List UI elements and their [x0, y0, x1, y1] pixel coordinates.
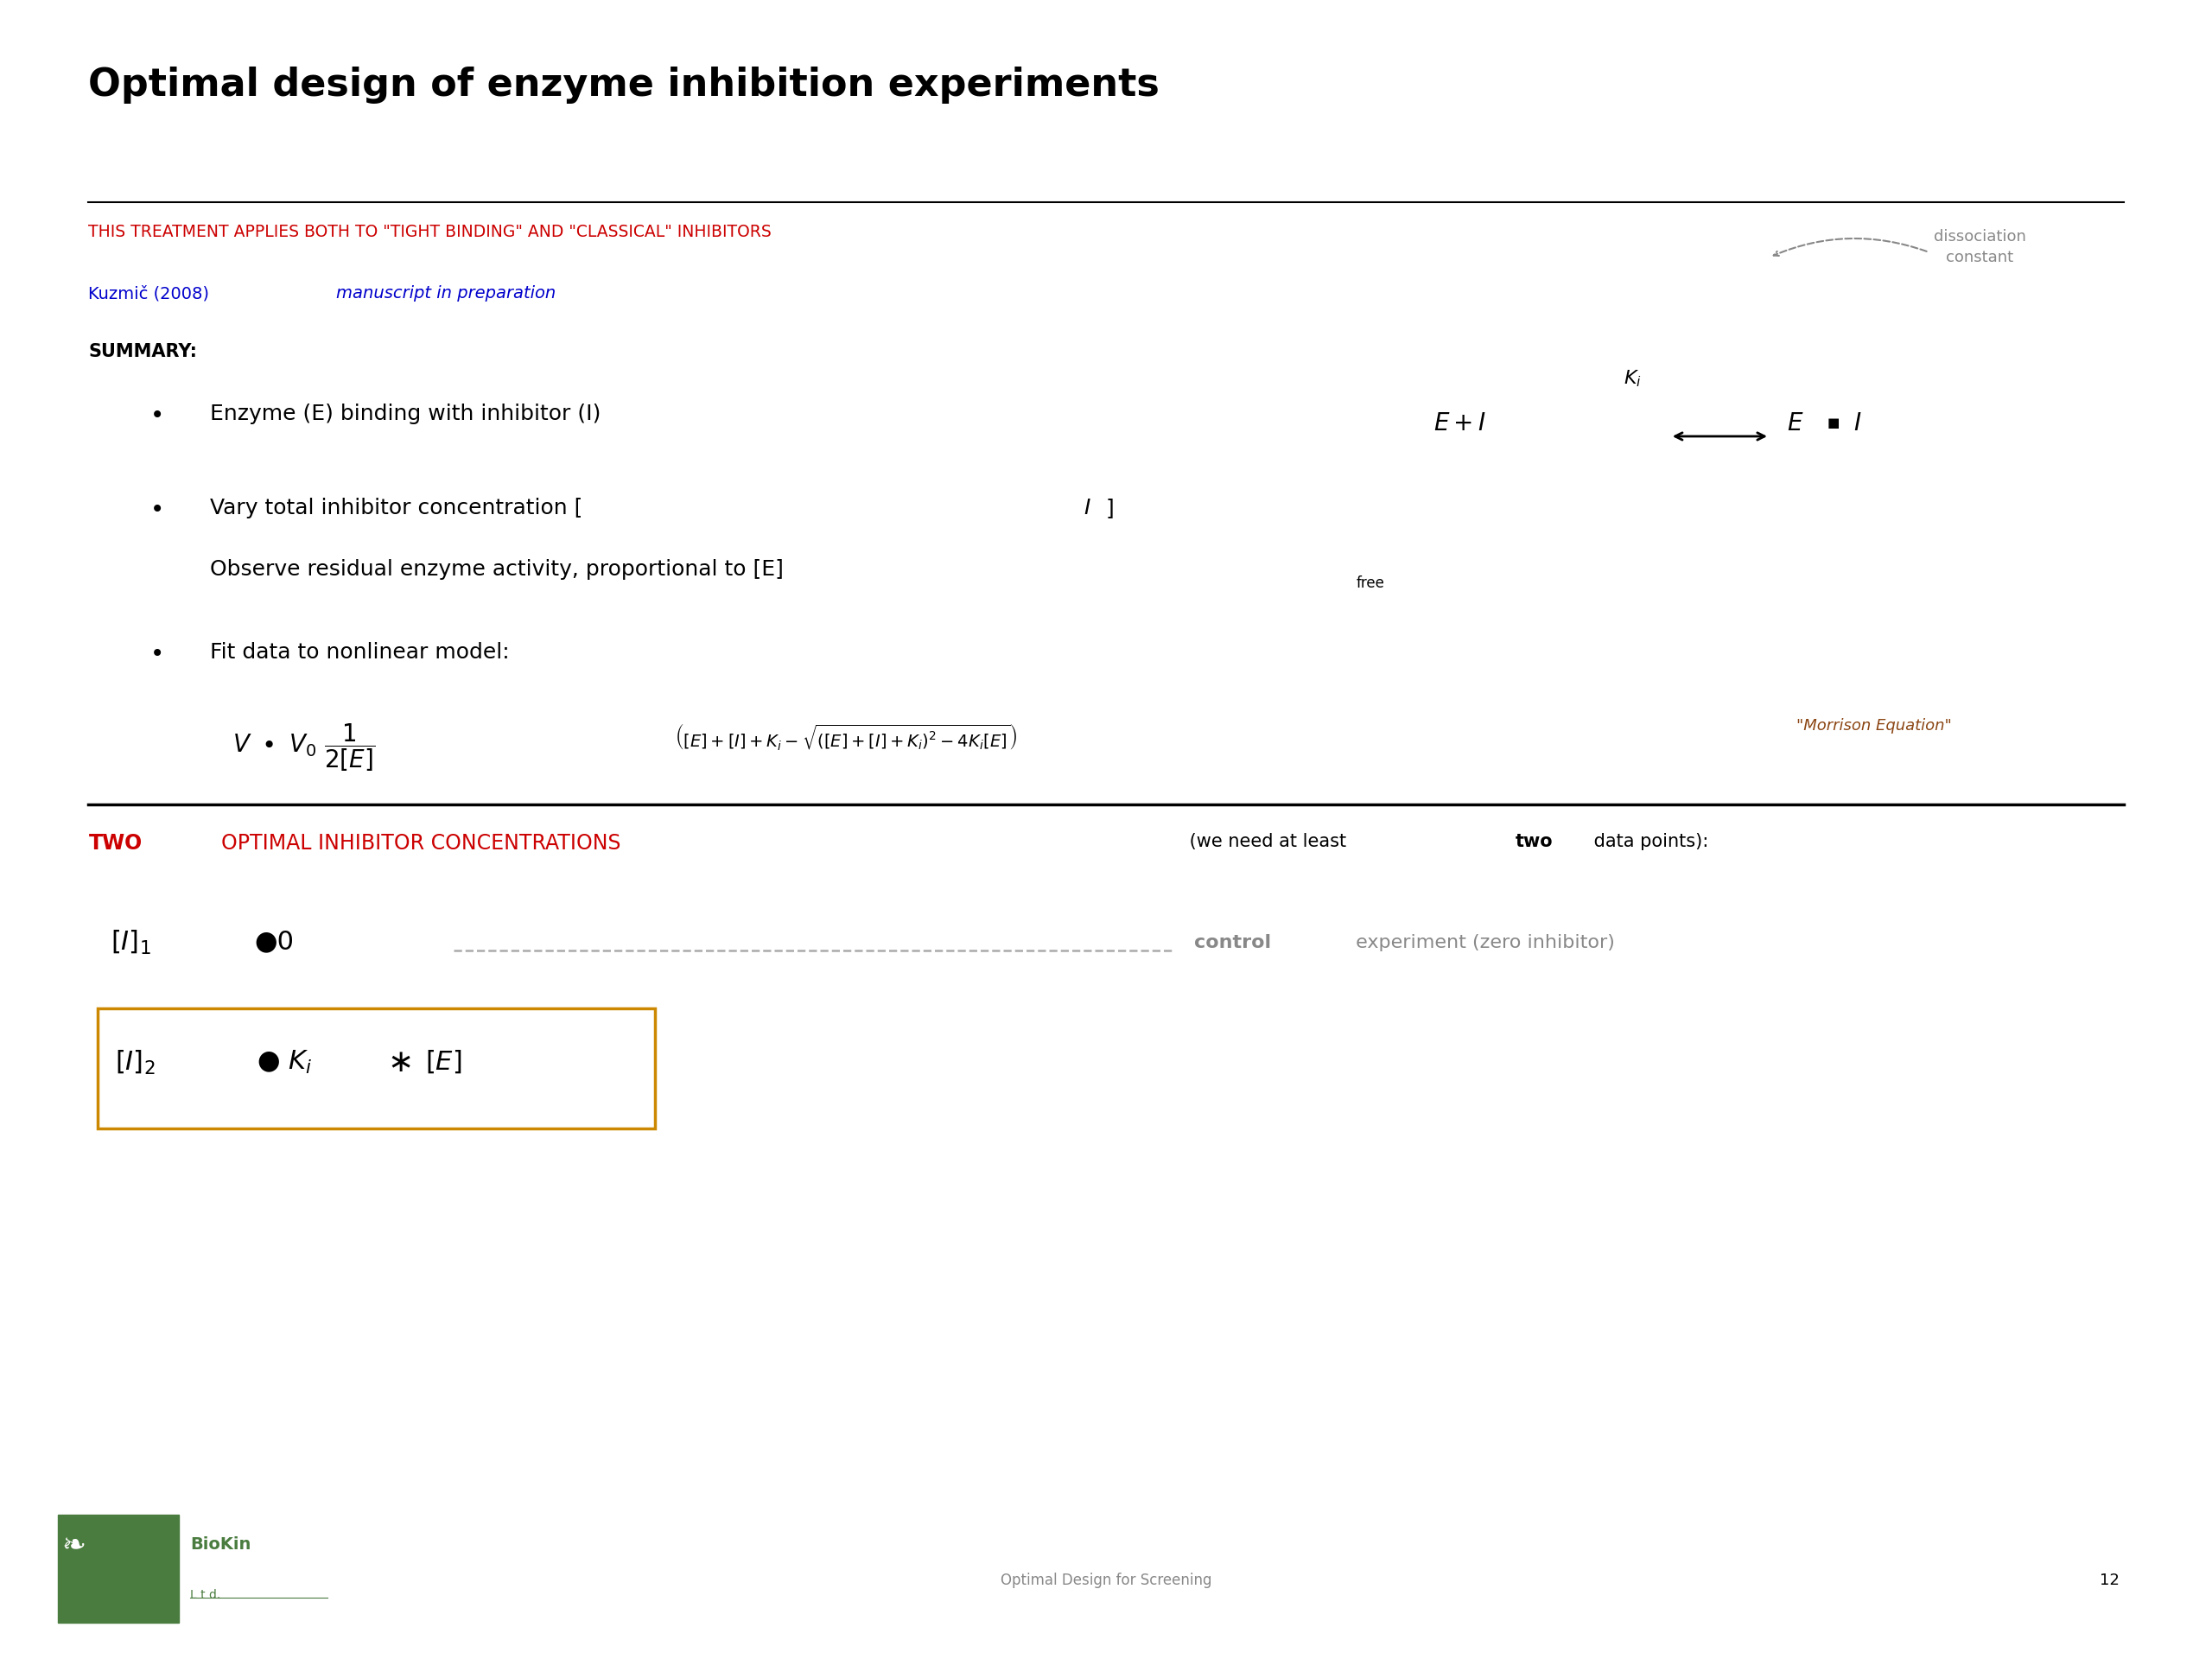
Text: free: free [1356, 576, 1385, 591]
Text: $[I]_2$: $[I]_2$ [115, 1048, 155, 1077]
Text: TWO: TWO [88, 833, 142, 853]
Text: I: I [1084, 498, 1091, 518]
Text: $\left([E]+[I]+K_i - \sqrt{\left([E]+[I]+K_i\right)^2 - 4K_i[E]}\right)$: $\left([E]+[I]+K_i - \sqrt{\left([E]+[I]… [675, 722, 1018, 752]
Text: Enzyme (E) binding with inhibitor (I): Enzyme (E) binding with inhibitor (I) [210, 403, 602, 423]
Text: •: • [150, 498, 164, 523]
Text: BioKin: BioKin [190, 1536, 250, 1553]
Text: control: control [1194, 934, 1272, 951]
Text: $K_i$: $K_i$ [288, 1048, 312, 1075]
Text: ■: ■ [1827, 416, 1840, 430]
Text: (we need at least: (we need at least [1183, 833, 1352, 849]
Text: ●0: ●0 [254, 929, 294, 954]
Text: $I$: $I$ [1854, 411, 1863, 436]
Text: OPTIMAL INHIBITOR CONCENTRATIONS: OPTIMAL INHIBITOR CONCENTRATIONS [221, 833, 622, 853]
Text: 12: 12 [2099, 1573, 2119, 1588]
Text: •: • [150, 403, 164, 428]
Text: $[I]_1$: $[I]_1$ [111, 929, 150, 957]
Text: Vary total inhibitor concentration [: Vary total inhibitor concentration [ [210, 498, 584, 518]
Text: Kuzmič (2008): Kuzmič (2008) [88, 285, 215, 302]
Text: ∗: ∗ [387, 1048, 414, 1078]
Bar [58, 1515, 179, 1623]
Text: data points):: data points): [1588, 833, 1708, 849]
Text: dissociation
constant: dissociation constant [1933, 229, 2026, 265]
Text: ]: ] [1106, 498, 1115, 518]
Text: •: • [150, 642, 164, 667]
Text: $E$: $E$ [1787, 411, 1805, 436]
Text: SUMMARY:: SUMMARY: [88, 343, 197, 360]
Text: $E + I$: $E + I$ [1433, 411, 1486, 436]
Text: manuscript in preparation: manuscript in preparation [336, 285, 555, 302]
Text: Optimal Design for Screening: Optimal Design for Screening [1000, 1573, 1212, 1588]
Text: L t d.: L t d. [190, 1589, 221, 1601]
Text: ●: ● [257, 1048, 279, 1073]
Text: $[E]$: $[E]$ [425, 1048, 462, 1075]
Text: Fit data to nonlinear model:: Fit data to nonlinear model: [210, 642, 509, 662]
Text: Optimal design of enzyme inhibition experiments: Optimal design of enzyme inhibition expe… [88, 66, 1159, 103]
Text: $K_i$: $K_i$ [1624, 368, 1641, 388]
Text: THIS TREATMENT APPLIES BOTH TO "TIGHT BINDING" AND "CLASSICAL" INHIBITORS: THIS TREATMENT APPLIES BOTH TO "TIGHT BI… [88, 224, 772, 241]
Text: two: two [1515, 833, 1553, 849]
Text: $V\ \bullet\ V_0\ \dfrac{1}{2[E]}$: $V\ \bullet\ V_0\ \dfrac{1}{2[E]}$ [232, 722, 376, 773]
Text: "Morrison Equation": "Morrison Equation" [1796, 718, 1951, 733]
Text: experiment (zero inhibitor): experiment (zero inhibitor) [1349, 934, 1615, 951]
Bar [97, 1009, 655, 1128]
Text: Observe residual enzyme activity, proportional to [E]: Observe residual enzyme activity, propor… [210, 559, 783, 581]
Text: ❧: ❧ [62, 1531, 86, 1559]
